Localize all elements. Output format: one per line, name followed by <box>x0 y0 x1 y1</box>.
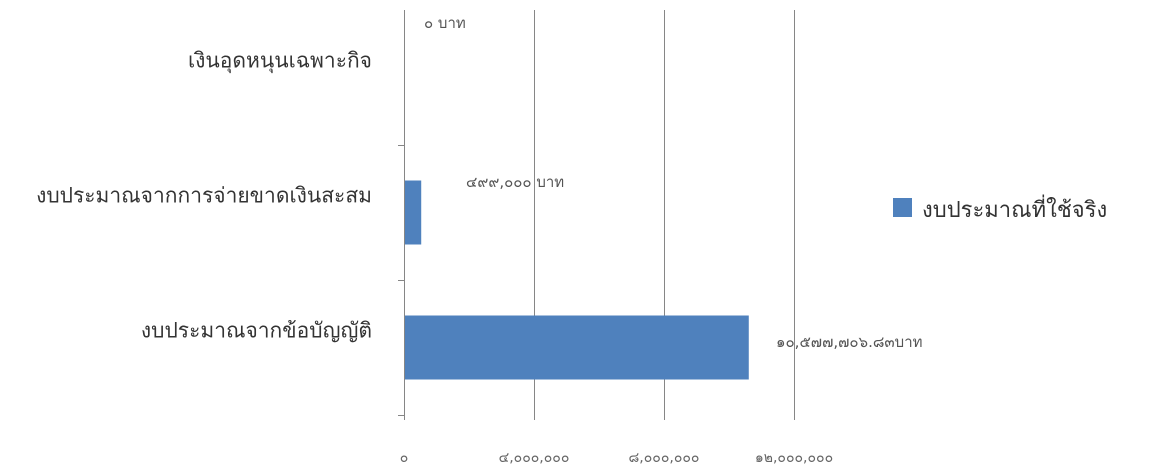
data-label: ๑๐,๕๗๗,๗๐๖.๘๓บาท <box>776 333 923 351</box>
category-label: เงินอุดหนุนเฉพาะกิจ <box>188 49 372 74</box>
x-tick-label: ๔,๐๐๐,๐๐๐ <box>499 450 570 466</box>
legend-swatch <box>893 198 912 217</box>
category-label: งบประมาณจากการจ่ายขาดเงินสะสม <box>36 184 372 208</box>
x-tick-label: ๘,๐๐๐,๐๐๐ <box>629 450 700 466</box>
x-tick-label: ๑๒,๐๐๐,๐๐๐ <box>755 450 833 466</box>
axes <box>398 10 405 420</box>
legend-label: งบประมาณที่ใช้จริง <box>922 194 1107 223</box>
category-label: งบประมาณจากข้อบัญญัติ <box>141 319 372 343</box>
x-tick-label: ๐ <box>400 450 409 466</box>
category-labels: เงินอุดหนุนเฉพาะกิจงบประมาณจากการจ่ายขาด… <box>36 49 372 343</box>
bar <box>405 315 749 380</box>
legend: งบประมาณที่ใช้จริง <box>893 194 1107 223</box>
data-label: ๔๙๙,๐๐๐ บาท <box>466 173 564 191</box>
bars <box>405 180 749 380</box>
bar <box>405 180 422 245</box>
x-tick-labels: ๐ ๔,๐๐๐,๐๐๐ ๘,๐๐๐,๐๐๐ ๑๒,๐๐๐,๐๐๐ <box>400 450 833 466</box>
data-label: ๐ บาท <box>424 14 466 32</box>
